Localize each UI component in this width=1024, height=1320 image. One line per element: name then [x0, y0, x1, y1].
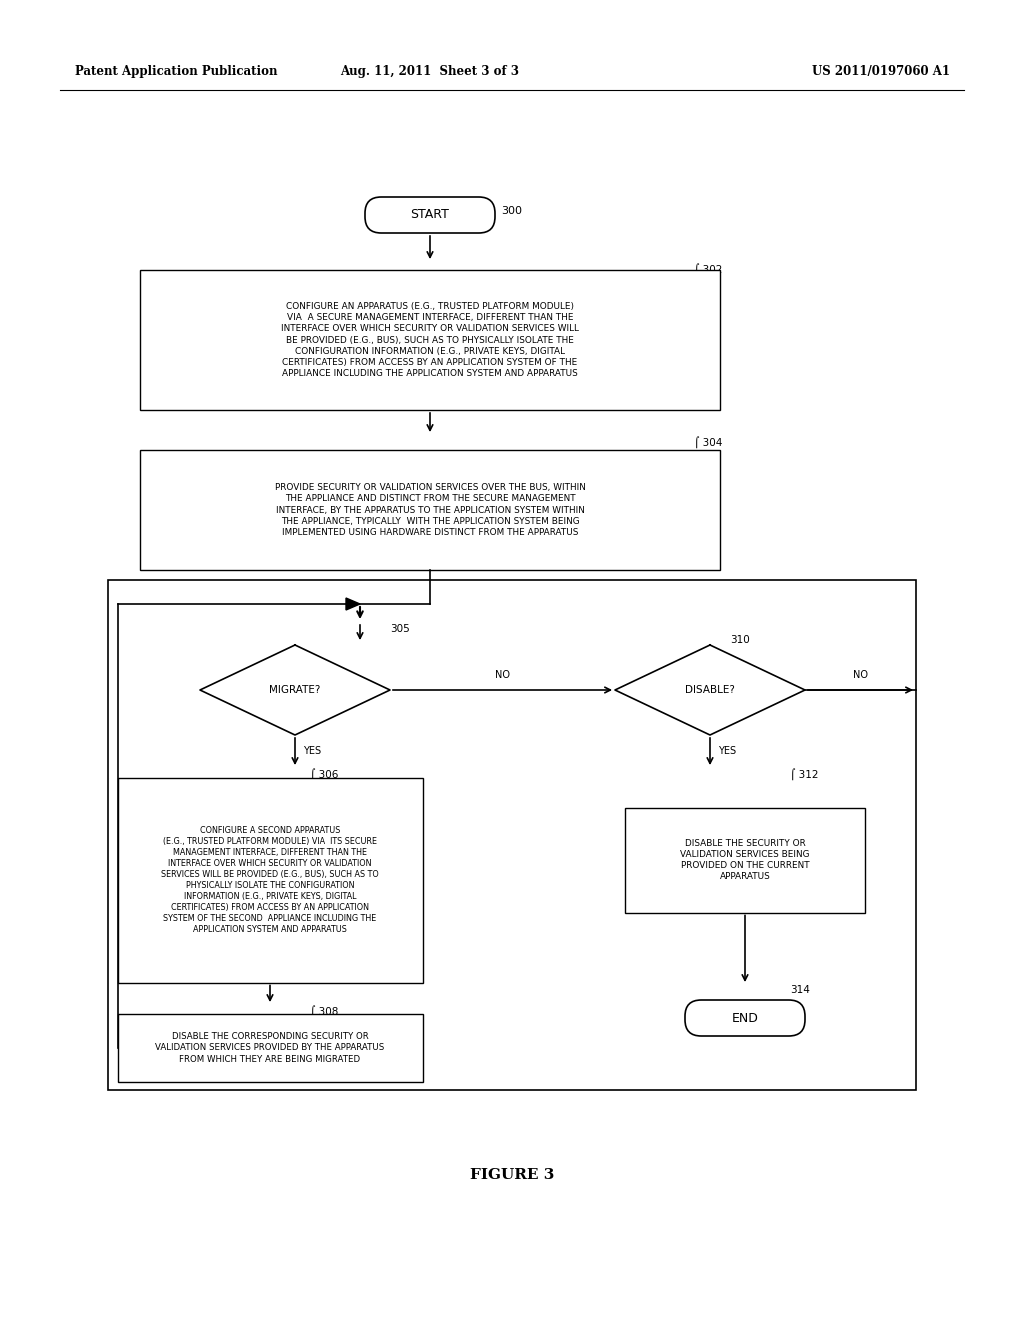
Text: PROVIDE SECURITY OR VALIDATION SERVICES OVER THE BUS, WITHIN
THE APPLIANCE AND D: PROVIDE SECURITY OR VALIDATION SERVICES … — [274, 483, 586, 537]
Text: DISABLE THE SECURITY OR
VALIDATION SERVICES BEING
PROVIDED ON THE CURRENT
APPARA: DISABLE THE SECURITY OR VALIDATION SERVI… — [680, 838, 810, 882]
Text: MIGRATE?: MIGRATE? — [269, 685, 321, 696]
Text: YES: YES — [303, 747, 322, 756]
Text: CONFIGURE AN APPARATUS (E.G., TRUSTED PLATFORM MODULE)
VIA  A SECURE MANAGEMENT : CONFIGURE AN APPARATUS (E.G., TRUSTED PL… — [281, 302, 579, 378]
Text: DISABLE THE CORRESPONDING SECURITY OR
VALIDATION SERVICES PROVIDED BY THE APPARA: DISABLE THE CORRESPONDING SECURITY OR VA… — [156, 1032, 385, 1064]
Text: US 2011/0197060 A1: US 2011/0197060 A1 — [812, 66, 950, 78]
Bar — [108, 579, 916, 1090]
Text: 305: 305 — [390, 624, 410, 634]
Text: DISABLE?: DISABLE? — [685, 685, 735, 696]
Text: ⌠ 312: ⌠ 312 — [790, 768, 818, 780]
Text: 314: 314 — [790, 985, 810, 995]
Bar — [625, 808, 865, 912]
Polygon shape — [346, 598, 360, 610]
Text: START: START — [411, 209, 450, 222]
Text: YES: YES — [718, 747, 736, 756]
Text: Patent Application Publication: Patent Application Publication — [75, 66, 278, 78]
Bar — [140, 450, 720, 570]
Text: ⌠ 308: ⌠ 308 — [310, 1005, 338, 1016]
Text: NO: NO — [495, 671, 510, 680]
FancyBboxPatch shape — [365, 197, 495, 234]
Text: ⌠ 306: ⌠ 306 — [310, 768, 338, 780]
Text: ⌠ 304: ⌠ 304 — [694, 436, 722, 447]
Text: Aug. 11, 2011  Sheet 3 of 3: Aug. 11, 2011 Sheet 3 of 3 — [341, 66, 519, 78]
Bar — [140, 271, 720, 411]
Text: NO: NO — [853, 671, 868, 680]
FancyBboxPatch shape — [685, 1001, 805, 1036]
Bar — [118, 777, 423, 982]
Text: 310: 310 — [730, 635, 750, 645]
Text: END: END — [731, 1011, 759, 1024]
Bar — [118, 1014, 423, 1082]
Text: 300: 300 — [501, 206, 522, 216]
Text: CONFIGURE A SECOND APPARATUS
(E.G., TRUSTED PLATFORM MODULE) VIA  ITS SECURE
MAN: CONFIGURE A SECOND APPARATUS (E.G., TRUS… — [161, 825, 379, 935]
Text: ⌠ 302: ⌠ 302 — [694, 263, 722, 275]
Text: FIGURE 3: FIGURE 3 — [470, 1168, 554, 1181]
